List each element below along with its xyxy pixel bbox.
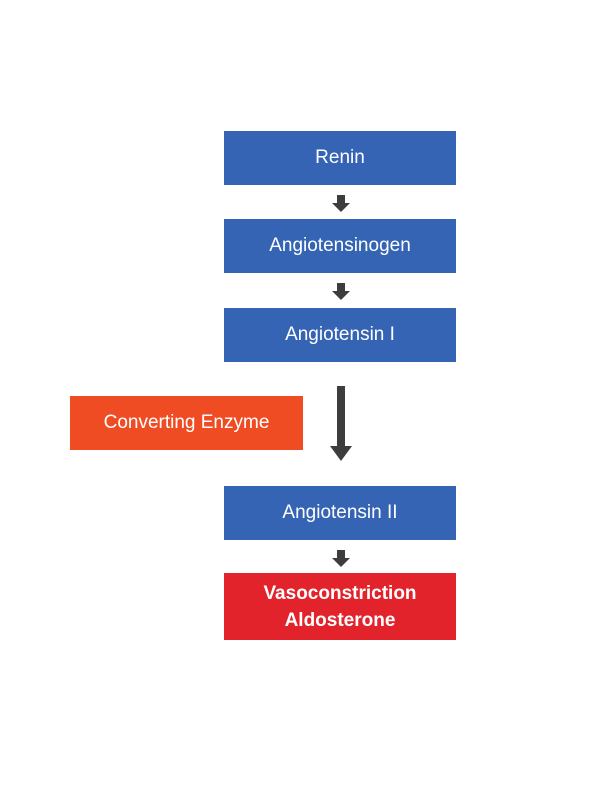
outcome-box: Vasoconstriction Aldosterone — [224, 573, 456, 640]
angiotensin-1-box: Angiotensin I — [224, 308, 456, 362]
vasoconstriction-label: Vasoconstriction — [263, 582, 417, 604]
angiotensinogen-box: Angiotensinogen — [224, 219, 456, 273]
arrow-down-icon — [332, 283, 350, 301]
angiotensinogen-label: Angiotensinogen — [269, 235, 411, 256]
long-arrow-down-icon — [330, 386, 352, 462]
renin-label: Renin — [315, 147, 365, 168]
angiotensin-2-box: Angiotensin II — [224, 486, 456, 540]
angiotensin-2-label: Angiotensin II — [282, 502, 398, 523]
converting-enzyme-label: Converting Enzyme — [103, 412, 270, 433]
arrow-down-icon — [332, 550, 350, 568]
converting-enzyme-box: Converting Enzyme — [70, 396, 303, 450]
renin-box: Renin — [224, 131, 456, 185]
angiotensin-1-label: Angiotensin I — [285, 324, 395, 345]
arrow-down-icon — [332, 195, 350, 213]
aldosterone-label: Aldosterone — [284, 609, 396, 631]
